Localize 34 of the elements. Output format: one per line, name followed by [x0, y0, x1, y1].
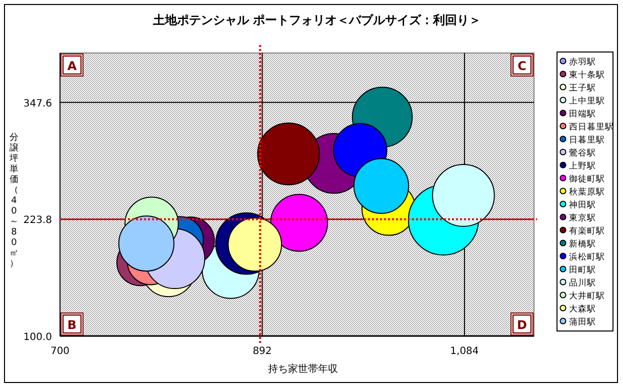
- legend-label: 上野駅: [569, 160, 596, 172]
- x-tick-label: 700: [50, 346, 70, 357]
- annotation: A: [67, 59, 78, 73]
- annotation: D: [517, 318, 528, 332]
- legend-label: 赤羽駅: [569, 56, 596, 68]
- legend-label: 新橋駅: [569, 238, 596, 250]
- legend-label: 西日暮里駅: [569, 122, 614, 132]
- x-tick-label: 892: [252, 346, 272, 357]
- y-tick-label: 223.8: [23, 215, 52, 226]
- legend-label: 王子駅: [569, 82, 596, 94]
- chart-title: 土地ポテンシャル ポートフォリオ＜バブルサイズ：利回り＞: [152, 13, 482, 27]
- legend-label: 御徒町駅: [569, 174, 605, 184]
- legend-label: 東京駅: [569, 212, 596, 224]
- legend-label: 田端駅: [569, 108, 596, 120]
- annotation: C: [518, 59, 527, 73]
- y-tick-label: 347.6: [23, 98, 52, 110]
- legend-label: 大井町駅: [569, 290, 605, 302]
- legend-label: 東十条駅: [569, 70, 605, 80]
- annotation: B: [67, 318, 77, 332]
- x-axis-title: 持ち家世帯年収: [268, 363, 338, 375]
- x-tick-label: 1,084: [450, 346, 479, 357]
- legend-label: 田町駅: [569, 264, 596, 276]
- legend-label: 大森駅: [569, 304, 596, 314]
- legend-label: 蒲田駅: [569, 316, 596, 328]
- legend-label: 品川駅: [569, 278, 596, 288]
- legend-label: 浜松町駅: [569, 252, 605, 262]
- legend-label: 秋葉原駅: [569, 186, 605, 198]
- legend-label: 上中里駅: [569, 96, 605, 106]
- legend-label: 神田駅: [569, 200, 596, 210]
- y-tick-label: 100.0: [23, 332, 52, 343]
- text: 分譲坪単価（40～80㎡）: [10, 133, 18, 269]
- legend-label: 有楽町駅: [569, 226, 605, 236]
- legend-label: 鶯谷駅: [569, 148, 596, 158]
- legend-label: 日暮里駅: [569, 134, 605, 146]
